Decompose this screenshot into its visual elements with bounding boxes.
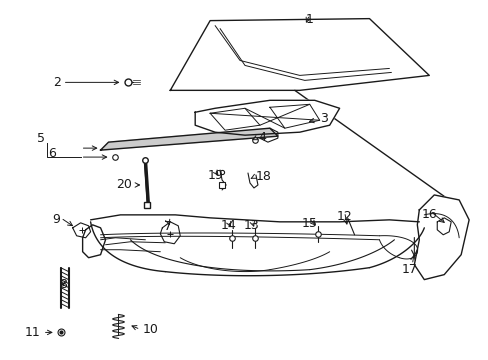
Text: 8: 8	[59, 278, 66, 291]
Polygon shape	[210, 108, 260, 130]
Text: 11: 11	[25, 326, 41, 339]
Text: 10: 10	[142, 323, 158, 336]
Text: 1: 1	[305, 13, 313, 26]
Text: 18: 18	[255, 170, 271, 183]
Text: 7: 7	[164, 220, 172, 233]
Text: 17: 17	[401, 263, 416, 276]
Text: 20: 20	[116, 179, 132, 192]
Polygon shape	[195, 100, 339, 135]
Text: 19: 19	[207, 169, 223, 182]
Text: 9: 9	[52, 213, 60, 226]
Text: 16: 16	[421, 208, 436, 221]
Text: 12: 12	[336, 210, 352, 223]
Text: 13: 13	[244, 219, 259, 232]
Text: 15: 15	[301, 217, 317, 230]
Polygon shape	[269, 104, 319, 128]
Text: 5: 5	[37, 132, 45, 145]
Polygon shape	[170, 19, 428, 90]
Text: 6: 6	[48, 147, 56, 159]
Polygon shape	[413, 195, 468, 280]
Text: 3: 3	[319, 112, 327, 125]
Polygon shape	[101, 128, 277, 150]
Text: 2: 2	[53, 76, 61, 89]
Text: 14: 14	[220, 219, 235, 232]
Text: 4: 4	[258, 131, 265, 144]
